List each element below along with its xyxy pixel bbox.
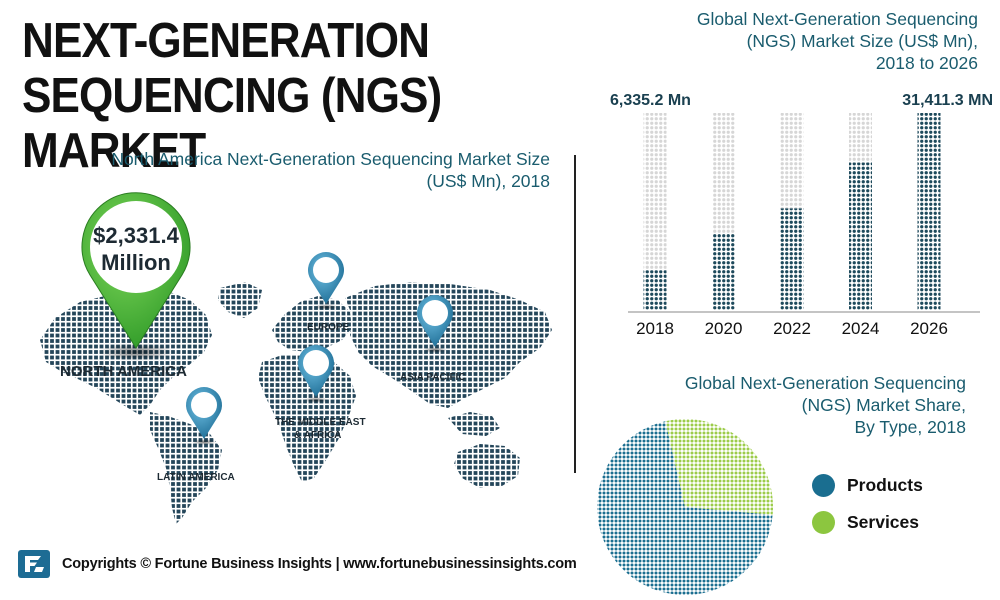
north-america-title-line1: North America Next-Generation Sequencing…: [111, 149, 550, 169]
asia-pacific-pin[interactable]: [417, 295, 453, 353]
pin-shadow: [192, 439, 216, 445]
main-title-line1: NEXT-GENERATION: [22, 14, 430, 68]
continent-greenland: [218, 282, 262, 318]
continent-se-asia: [448, 412, 500, 436]
bar-chart-title: Global Next-Generation Sequencing (NGS) …: [610, 8, 978, 74]
continents: [40, 282, 552, 524]
europe-pin[interactable]: [307, 252, 344, 310]
pie-slice-products: [597, 421, 773, 595]
legend-dot-products: [812, 473, 835, 497]
pin-shadow: [314, 304, 338, 310]
x-tick-label-2024: 2024: [842, 319, 880, 338]
continent-asia: [345, 282, 552, 408]
pie-chart-title-line1: Global Next-Generation Sequencing: [684, 373, 966, 393]
x-tick-label-2026: 2026: [910, 319, 948, 338]
bar-data-label-last: 31,411.3 MN: [902, 92, 993, 109]
label-asia-pacific: ASIA PACIFIC: [400, 372, 466, 383]
pin-unit: Million: [101, 250, 171, 275]
pie-chart-title-line3: By Type, 2018: [854, 417, 966, 437]
legend-dot-services: [812, 510, 835, 534]
pin-shadow: [98, 343, 174, 361]
continent-australia: [454, 444, 520, 488]
pin-inner-circle: [313, 257, 339, 283]
vertical-divider: [574, 155, 576, 473]
bar-series: [643, 113, 941, 310]
pie-slices: [597, 419, 773, 595]
bar-chart-title-line1: Global Next-Generation Sequencing: [696, 9, 978, 29]
label-europe: EUROPE: [307, 322, 350, 333]
bar-background-2018: [643, 113, 667, 310]
legend-label-products: Products: [847, 474, 923, 495]
latin-america-pin[interactable]: [186, 387, 223, 445]
label-middle-east-line2: & AFRICA: [294, 430, 341, 441]
bar-2024: [849, 162, 872, 310]
continent-africa: [258, 354, 356, 482]
pin-inner-circle: [422, 300, 448, 326]
label-latin-america: LATIN AMERICA: [157, 472, 235, 483]
pie-legend: Products Services: [812, 473, 923, 547]
footer-copyright-text: Copyrights © Fortune Business Insights |…: [62, 556, 577, 572]
main-title-line2: SEQUENCING (NGS) MARKET: [22, 69, 442, 178]
middle-east-africa-pin[interactable]: [298, 345, 335, 403]
footer: Copyrights © Fortune Business Insights |…: [18, 550, 577, 578]
pin-shadow: [423, 347, 447, 353]
pie-chart-title: Global Next-Generation Sequencing (NGS) …: [600, 372, 966, 438]
bar-2020: [712, 233, 735, 310]
bar-2026: [917, 113, 941, 310]
market-share-pie-chart: [597, 419, 773, 595]
bar-2018: [643, 270, 667, 310]
pie-chart-title-line2: (NGS) Market Share,: [801, 395, 966, 415]
label-north-america: NORTH AMERICA: [60, 363, 187, 380]
bar-chart-title-line2: (NGS) Market Size (US$ Mn),: [746, 31, 978, 51]
x-tick-label-2020: 2020: [705, 319, 743, 338]
label-middle-east-line1: THE MIDDLE EAST: [275, 417, 366, 428]
world-map: $2,331.4 Million NORTH AMERICA EUROPE AS…: [40, 192, 552, 524]
legend-item-services: Services: [812, 510, 923, 534]
pin-shadow: [304, 397, 328, 403]
x-tick-label-2022: 2022: [773, 319, 811, 338]
north-america-title: North America Next-Generation Sequencing…: [0, 148, 550, 192]
pie-slice-services: [665, 419, 773, 515]
continent-europe: [272, 296, 352, 352]
bar-x-ticks: 2018 2020 2022 2024 2026: [636, 319, 948, 338]
north-america-title-line2: (US$ Mn), 2018: [426, 171, 550, 191]
legend-item-products: Products: [812, 473, 923, 497]
pin-value: $2,331.4: [93, 223, 179, 248]
pin-inner-circle: [90, 201, 182, 293]
pin-inner-circle: [303, 350, 329, 376]
legend-label-services: Services: [847, 511, 920, 532]
bar-data-label-first: 6,335.2 Mn: [610, 92, 691, 109]
bar-chart-title-line3: 2018 to 2026: [875, 53, 978, 73]
pin-inner-circle: [191, 392, 217, 418]
fortune-business-insights-logo-icon: [18, 550, 50, 578]
x-tick-label-2018: 2018: [636, 319, 674, 338]
continent-latin-america: [150, 412, 222, 524]
north-america-pin[interactable]: $2,331.4 Million: [81, 192, 191, 361]
market-size-bar-chart: 6,335.2 Mn 31,411.3 MN 2018 2020 2022 2024 2…: [610, 92, 993, 338]
bar-2022: [780, 208, 804, 310]
main-title: NEXT-GENERATION SEQUENCING (NGS) MARKET: [22, 14, 544, 179]
